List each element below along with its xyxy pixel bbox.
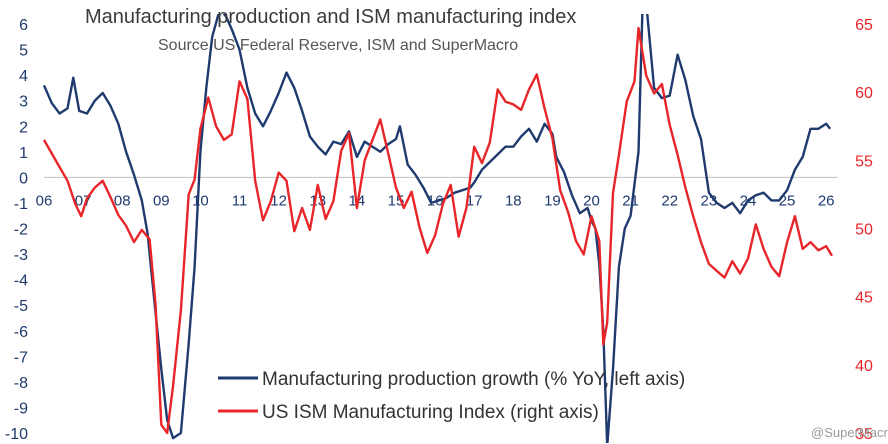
chart-title: Manufacturing production and ISM manufac…: [85, 6, 576, 28]
legend: Manufacturing production growth (% YoY, …: [218, 369, 685, 423]
left-axis-tick: 0: [19, 170, 28, 187]
chart-subtitle: Source US Federal Reserve, ISM and Super…: [158, 37, 518, 54]
x-axis-tick: 09: [153, 192, 170, 209]
series-line-ism: [42, 26, 834, 435]
left-axis-tick: 1: [19, 145, 28, 162]
x-axis-tick: 10: [192, 192, 209, 209]
left-axis-tick: -6: [14, 324, 28, 341]
left-axis-tick: -3: [14, 247, 28, 264]
left-axis-tick: -1: [14, 196, 28, 213]
x-axis-tick: 20: [583, 192, 600, 209]
right-axis-tick: 40: [855, 358, 873, 375]
x-axis-tick: 17: [466, 192, 483, 209]
x-axis-tick: 08: [114, 192, 131, 209]
left-axis-tick: -10: [5, 426, 28, 443]
left-axis-tick: -9: [14, 400, 28, 417]
right-axis-tick: 50: [855, 222, 873, 239]
left-axis-ticks: 6 5 4 3 2 1 0 -1 -2 -3 -4 -5 -6 -7 -8 -9 -10: [5, 17, 28, 443]
x-axis-tick: 21: [622, 192, 639, 209]
left-axis-tick: -7: [14, 349, 28, 366]
x-axis-tick: 06: [36, 192, 53, 209]
watermark: @SuperMacro: [811, 425, 888, 440]
right-axis-tick: 60: [855, 85, 873, 102]
right-axis-tick: 35: [855, 426, 873, 443]
legend-label-production: Manufacturing production growth (% YoY, …: [262, 369, 685, 390]
right-axis-tick: 65: [855, 17, 873, 34]
x-axis-tick: 11: [232, 192, 248, 209]
left-axis-tick: -4: [14, 273, 28, 290]
x-axis-tick: 22: [661, 192, 678, 209]
x-axis-tick: 19: [544, 192, 561, 209]
left-axis-tick: 3: [19, 94, 28, 111]
right-axis-ticks: 65 60 55 50 45 40 35: [855, 17, 873, 443]
x-axis-tick: 26: [818, 192, 835, 209]
x-axis-tick: 18: [505, 192, 522, 209]
left-axis-tick: -8: [14, 375, 28, 392]
left-axis-tick: -5: [14, 298, 28, 315]
right-axis-tick: 45: [855, 290, 873, 307]
x-axis-tick: 25: [779, 192, 796, 209]
series-layer: [42, 14, 834, 443]
left-axis-tick: 6: [19, 17, 28, 34]
left-axis-tick: -2: [14, 222, 28, 239]
series-line-production: [42, 14, 832, 443]
legend-label-ism: US ISM Manufacturing Index (right axis): [262, 402, 599, 423]
x-axis-tick: 12: [270, 192, 287, 209]
left-axis-tick: 5: [19, 43, 28, 60]
right-axis-tick: 55: [855, 153, 873, 170]
left-axis-tick: 4: [19, 68, 28, 85]
left-axis-tick: 2: [19, 119, 28, 136]
